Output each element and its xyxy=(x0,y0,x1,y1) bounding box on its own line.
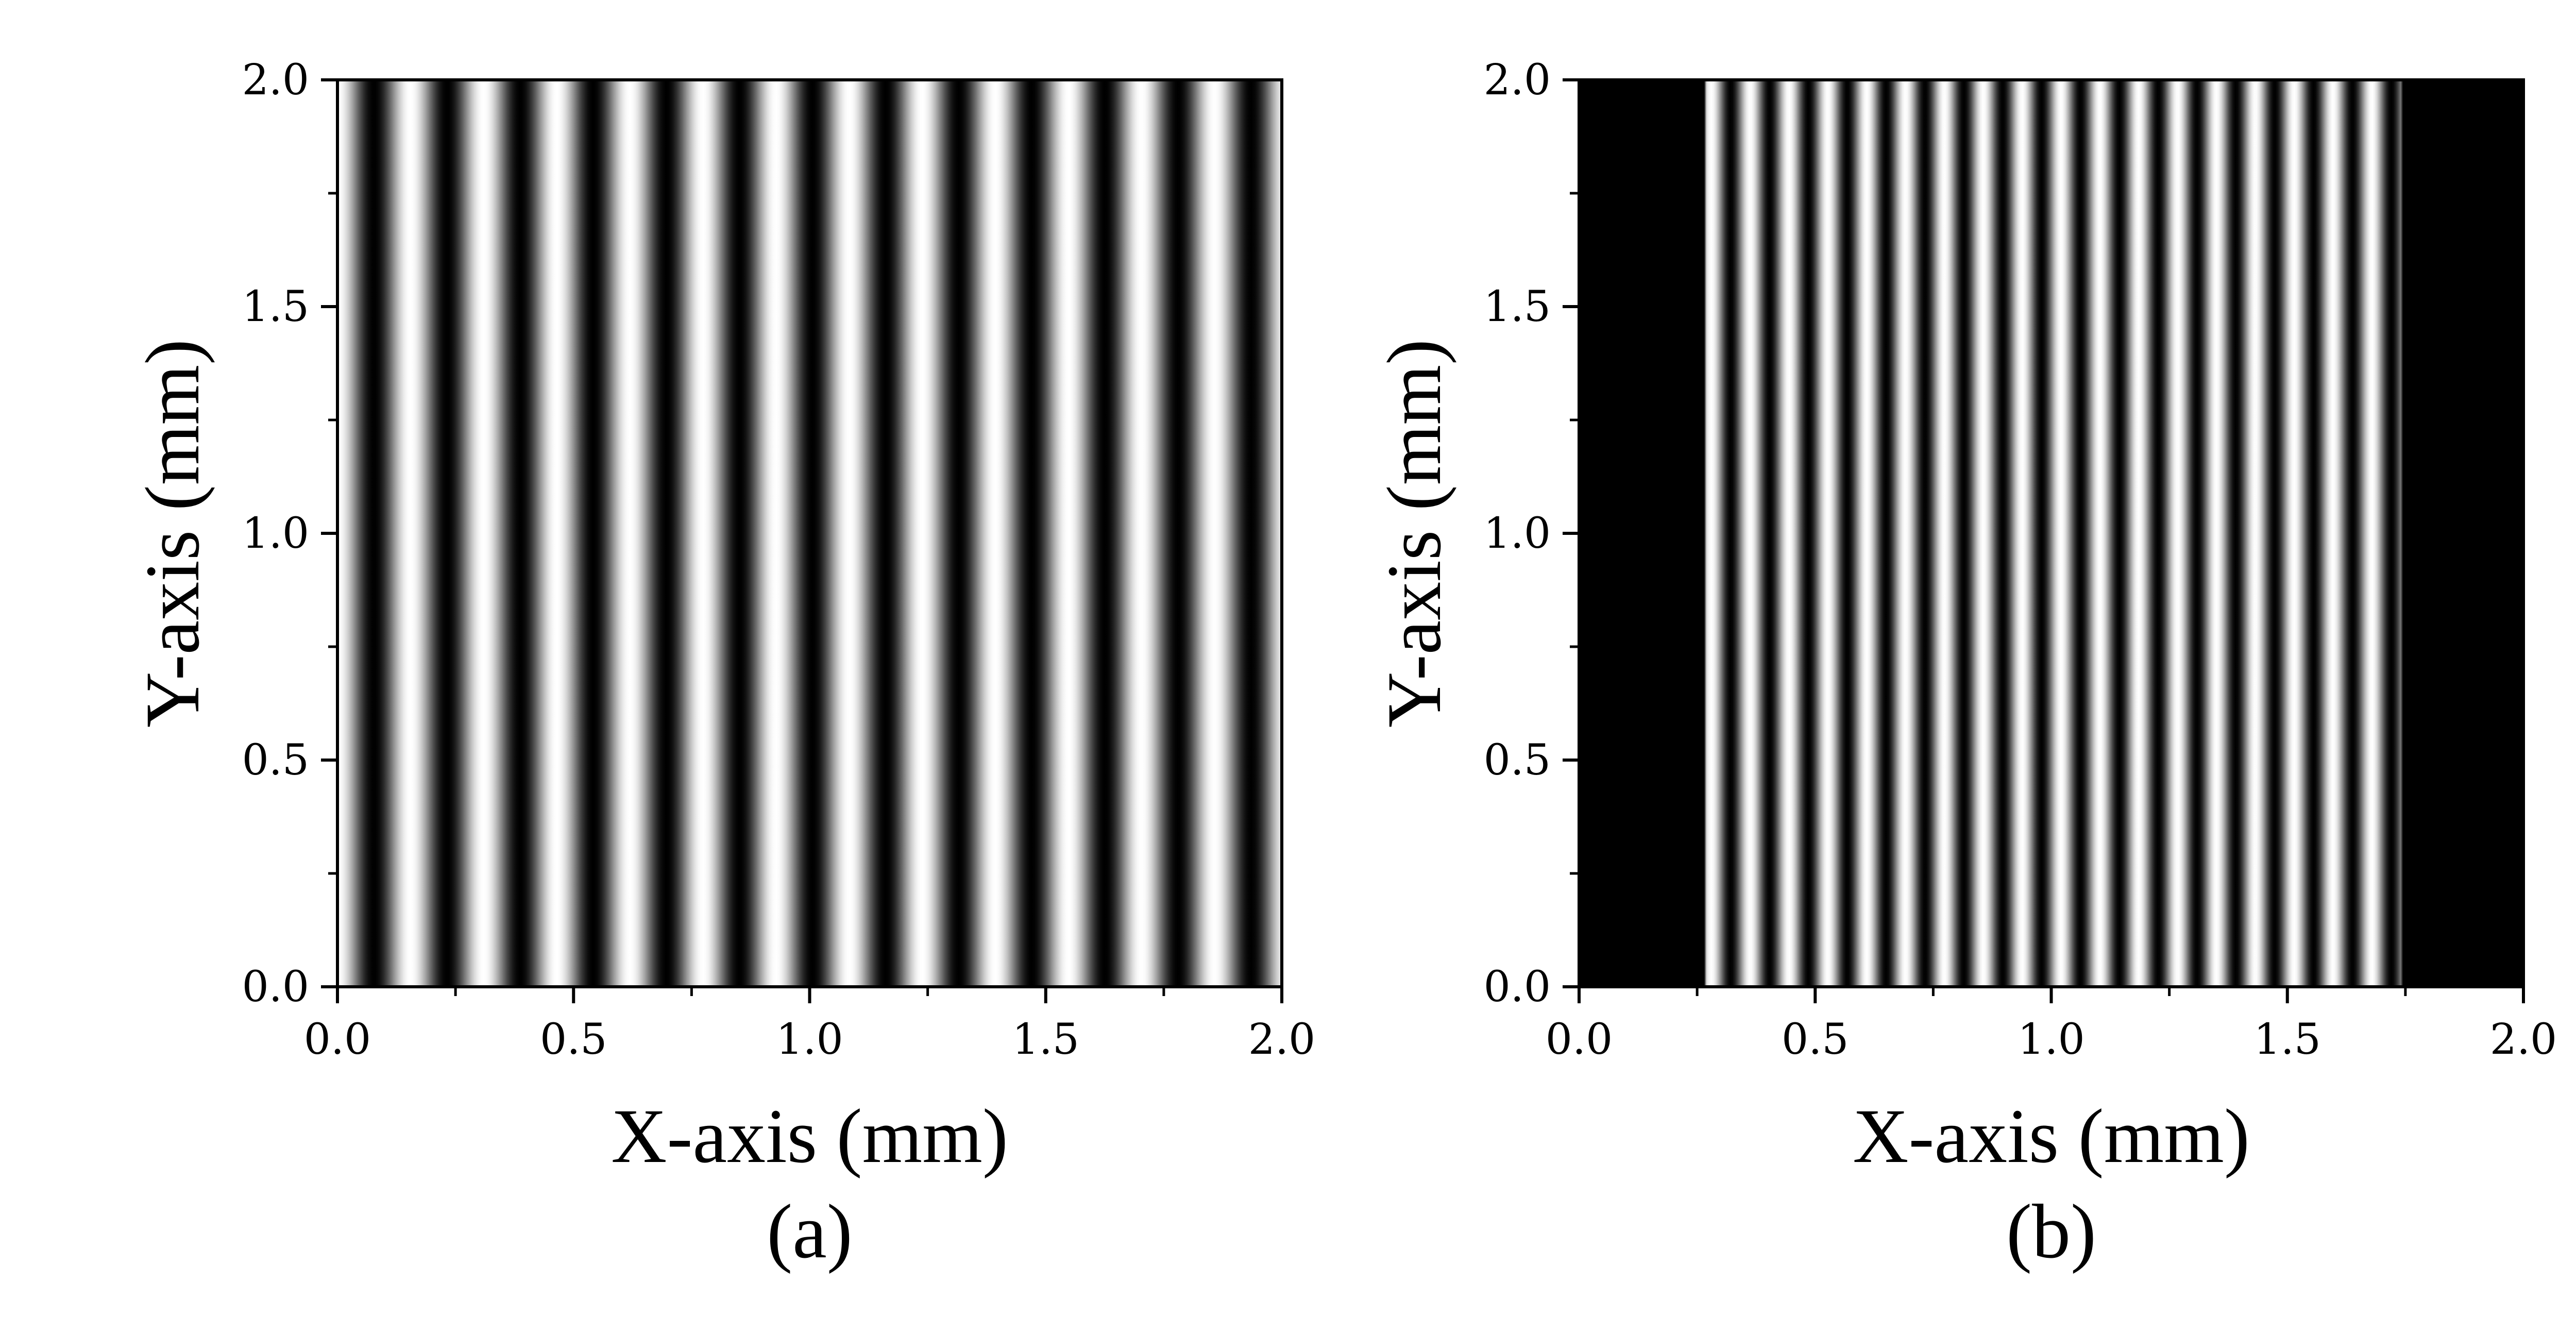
fringe-image xyxy=(1579,80,2523,987)
y-tick-label: 1.0 xyxy=(1484,509,1551,558)
fringe-image xyxy=(337,80,1282,987)
panel-label: (a) xyxy=(767,1189,852,1274)
x-tick-label: 2.0 xyxy=(1248,1015,1315,1064)
x-tick-label: 1.0 xyxy=(2018,1015,2084,1064)
y-tick-label: 1.5 xyxy=(1484,282,1551,331)
x-tick-label: 2.0 xyxy=(2490,1015,2557,1064)
y-tick-label: 1.0 xyxy=(242,509,309,558)
y-tick-label: 0.5 xyxy=(1484,736,1551,785)
x-tick-label: 0.5 xyxy=(540,1015,607,1064)
panel-label: (b) xyxy=(2006,1189,2096,1274)
panel-b: 0.0 0.5 1.0 1.5 2.0 0.0 0.5 1.0 1.5 2.0 X-axis (mm… xyxy=(1371,56,2557,1274)
x-tick-label: 1.0 xyxy=(776,1015,843,1064)
x-tick-label: 0.0 xyxy=(304,1015,371,1064)
x-tick-label: 1.5 xyxy=(1012,1015,1079,1064)
x-tick-label: 1.5 xyxy=(2254,1015,2321,1064)
panel-a: 0.0 0.5 1.0 1.5 2.0 0.0 0.5 1.0 1.5 2.0 X-axis (mm… xyxy=(130,56,1315,1274)
y-tick-label: 0.0 xyxy=(242,963,309,1012)
x-tick-label: 0.0 xyxy=(1546,1015,1613,1064)
y-tick-label: 2.0 xyxy=(242,56,309,105)
x-tick-label: 0.5 xyxy=(1782,1015,1849,1064)
y-axis-label: Y-axis (mm) xyxy=(130,339,215,728)
y-tick-label: 0.5 xyxy=(242,736,309,785)
x-axis-label: X-axis (mm) xyxy=(611,1093,1008,1179)
y-tick-label: 2.0 xyxy=(1484,56,1551,105)
x-axis-label: X-axis (mm) xyxy=(1853,1093,2250,1179)
y-tick-label: 0.0 xyxy=(1484,963,1551,1012)
y-tick-label: 1.5 xyxy=(242,282,309,331)
y-axis-label: Y-axis (mm) xyxy=(1371,339,1457,728)
